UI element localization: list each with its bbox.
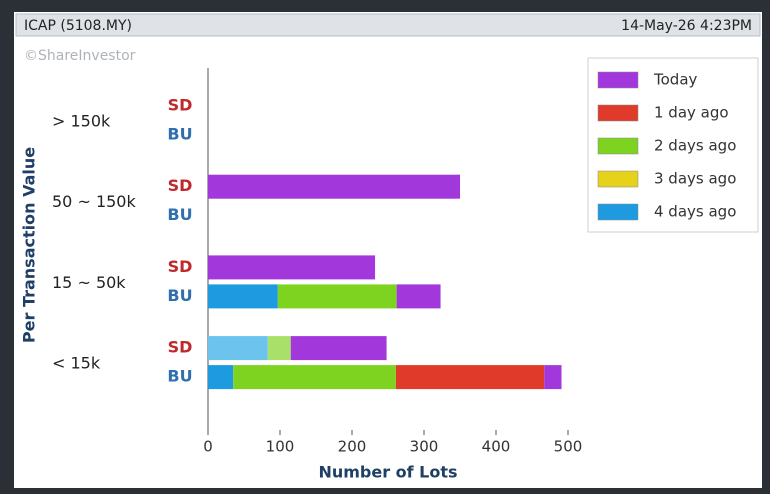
group-label: SD	[168, 96, 193, 115]
bar-segment	[208, 336, 268, 361]
bar-segment	[277, 284, 397, 309]
bar-segment	[208, 174, 460, 199]
bar-segment	[208, 255, 376, 280]
group-label: SD	[168, 257, 193, 276]
group-label: BU	[167, 367, 192, 386]
legend-label: Today	[653, 71, 698, 89]
legend-label: 4 days ago	[654, 203, 736, 221]
group-label: SD	[168, 176, 193, 195]
category-label: < 15k	[52, 354, 101, 373]
bar-segment	[290, 336, 387, 361]
x-tick-label: 200	[338, 438, 367, 456]
watermark: ©ShareInvestor	[24, 48, 136, 64]
legend-swatch	[597, 203, 639, 221]
category-label: 15 ~ 50k	[52, 273, 126, 292]
header-bar	[15, 13, 761, 37]
y-axis-title: Per Transaction Value	[20, 147, 39, 343]
category-label: 50 ~ 150k	[52, 192, 136, 211]
timestamp: 14-May-26 4:23PM	[621, 18, 752, 34]
category-label: > 150k	[52, 112, 111, 131]
x-tick-label: 500	[554, 438, 583, 456]
bar-segment	[267, 336, 291, 361]
legend-label: 2 days ago	[654, 137, 736, 155]
group-label: BU	[167, 286, 192, 305]
group-label: SD	[168, 338, 193, 357]
legend-label: 3 days ago	[654, 170, 736, 188]
bar-segment	[544, 365, 562, 390]
x-tick-label: 400	[482, 438, 511, 456]
group-label: BU	[167, 125, 192, 144]
group-label: BU	[167, 205, 192, 224]
legend-swatch	[597, 104, 639, 122]
legend-swatch	[597, 170, 639, 188]
legend-swatch	[597, 71, 639, 89]
x-tick-label: 100	[266, 438, 295, 456]
bar-segment	[208, 365, 234, 390]
symbol: ICAP (5108.MY)	[24, 18, 132, 34]
bar-segment	[395, 365, 545, 390]
legend-label: 1 day ago	[654, 104, 729, 122]
bar-segment	[396, 284, 441, 309]
x-axis-title: Number of Lots	[318, 463, 457, 482]
bar-segment	[233, 365, 396, 390]
x-tick-label: 0	[203, 438, 213, 456]
legend-swatch	[597, 137, 639, 155]
bar-segment	[208, 284, 278, 309]
x-tick-label: 300	[410, 438, 439, 456]
